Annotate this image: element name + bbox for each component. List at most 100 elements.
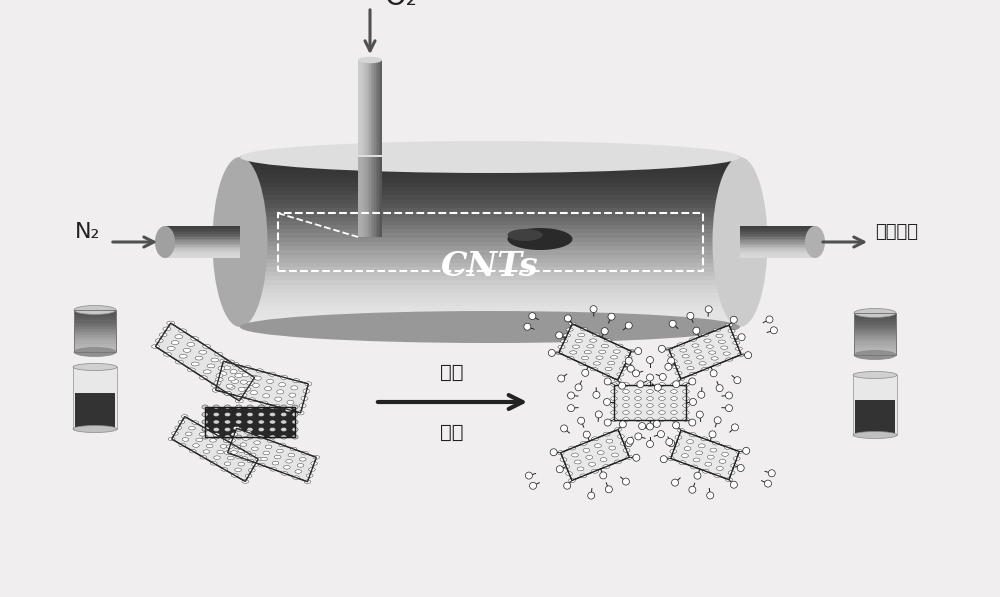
Ellipse shape [564,482,571,489]
Bar [240,237,740,242]
Ellipse shape [581,328,588,331]
Ellipse shape [269,420,276,424]
Ellipse shape [581,356,589,359]
Ellipse shape [610,356,618,359]
Bar [240,279,740,285]
Ellipse shape [223,391,231,395]
Ellipse shape [597,451,604,455]
Bar [165,256,240,258]
Ellipse shape [306,474,313,478]
Ellipse shape [203,450,210,453]
Ellipse shape [675,371,682,375]
Ellipse shape [224,420,231,424]
Ellipse shape [601,344,609,347]
Ellipse shape [608,313,615,320]
Bar [377,60,379,155]
Ellipse shape [570,351,577,354]
Ellipse shape [579,362,586,365]
Ellipse shape [238,449,245,453]
Ellipse shape [733,457,740,460]
Ellipse shape [267,439,274,442]
Ellipse shape [569,322,576,325]
Ellipse shape [216,374,223,378]
Bar [240,318,740,323]
Ellipse shape [297,464,304,467]
Ellipse shape [633,454,640,461]
Ellipse shape [683,396,689,401]
Ellipse shape [671,383,677,386]
Ellipse shape [667,457,674,460]
Ellipse shape [659,383,665,386]
Ellipse shape [217,450,224,454]
Ellipse shape [704,339,711,342]
Ellipse shape [614,378,621,382]
Ellipse shape [578,417,585,424]
Ellipse shape [293,476,299,479]
Ellipse shape [625,355,632,359]
Bar [740,227,815,229]
Bar [854,340,896,343]
Bar [74,339,116,341]
Polygon shape [205,407,295,437]
Bar [740,242,815,244]
Bar [854,324,896,325]
Ellipse shape [256,435,263,438]
Ellipse shape [263,394,270,398]
Bar [74,350,116,352]
Ellipse shape [558,375,565,382]
Ellipse shape [235,468,241,472]
Ellipse shape [687,312,694,319]
Ellipse shape [617,373,624,376]
Ellipse shape [683,383,689,386]
Bar [854,332,896,334]
Ellipse shape [705,462,712,466]
Ellipse shape [252,383,259,387]
Ellipse shape [611,396,617,401]
Ellipse shape [244,451,251,455]
Ellipse shape [569,446,576,450]
Ellipse shape [557,451,564,455]
Ellipse shape [285,408,292,412]
Bar [165,253,240,255]
Bar [240,318,740,323]
Ellipse shape [155,338,163,343]
Ellipse shape [265,387,272,390]
Ellipse shape [659,418,665,421]
Bar [165,254,240,256]
Bar [377,157,379,237]
Ellipse shape [805,226,825,258]
Ellipse shape [574,460,581,464]
Ellipse shape [223,366,231,370]
Ellipse shape [745,352,752,359]
Ellipse shape [671,411,677,414]
Ellipse shape [163,352,171,356]
Ellipse shape [698,391,705,398]
Bar [240,156,740,161]
Bar [74,310,116,312]
Ellipse shape [279,383,286,387]
Ellipse shape [735,347,742,350]
Bar [165,229,240,231]
Bar [358,157,360,237]
Bar [240,198,740,204]
Ellipse shape [699,362,706,365]
Bar [240,254,740,259]
Bar [379,60,381,155]
Bar [240,203,740,208]
Bar [855,400,895,433]
Ellipse shape [689,338,697,341]
Ellipse shape [647,390,653,393]
Ellipse shape [242,480,249,484]
Bar [240,254,740,259]
Ellipse shape [242,373,249,377]
Bar [360,157,361,237]
Ellipse shape [187,343,195,346]
Ellipse shape [302,451,308,455]
Bar [854,338,896,340]
Ellipse shape [702,469,709,473]
Ellipse shape [240,311,740,343]
Bar [74,331,116,333]
Ellipse shape [152,344,159,349]
Ellipse shape [561,340,568,343]
Ellipse shape [646,441,654,448]
